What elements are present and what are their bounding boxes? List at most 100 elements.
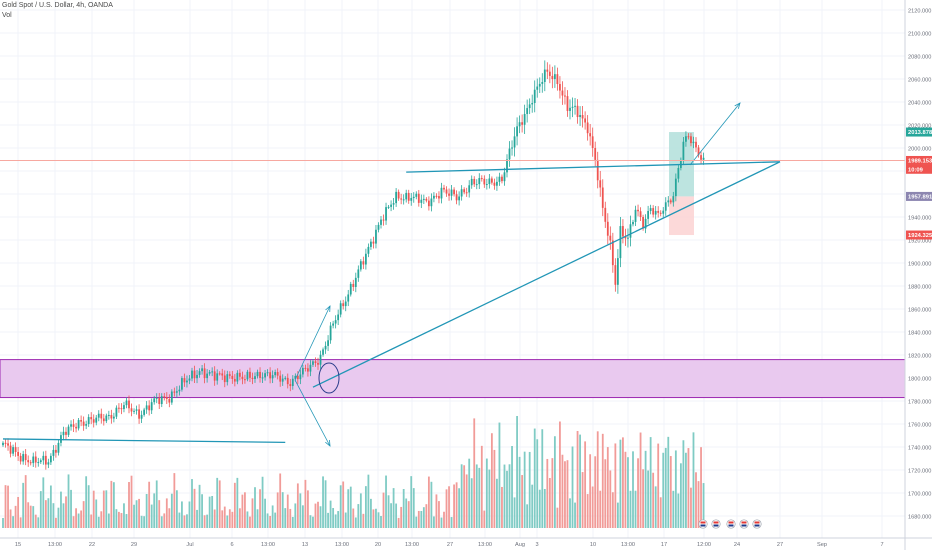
- volume-bar: [601, 433, 604, 528]
- candle-body: [100, 413, 103, 419]
- time-tick-label: 13: [302, 542, 308, 548]
- candle-body: [407, 192, 410, 201]
- candle-body: [359, 261, 362, 270]
- volume-bar: [440, 517, 443, 528]
- candle-body: [173, 391, 176, 393]
- candle-body: [165, 397, 168, 399]
- time-tick-label: Jul: [186, 542, 193, 548]
- drawings[interactable]: [2, 102, 781, 447]
- candle-body: [599, 180, 602, 188]
- volume-bar: [125, 514, 128, 528]
- candle-body: [584, 118, 587, 123]
- volume-bar: [140, 515, 143, 528]
- candle-body: [493, 182, 496, 186]
- volume-bar: [584, 441, 587, 528]
- candle-body: [463, 189, 466, 193]
- volume-bar: [319, 506, 322, 528]
- volume-bar: [324, 480, 327, 528]
- volume-bar: [312, 516, 314, 528]
- candle-body: [27, 460, 30, 463]
- volume-bar: [332, 508, 335, 528]
- volume-bar: [480, 445, 483, 528]
- candle-body: [32, 456, 35, 464]
- volume-bar: [92, 490, 95, 528]
- volume-bar: [47, 498, 50, 528]
- candle-body: [571, 106, 574, 108]
- candle-body: [249, 371, 251, 378]
- candle-body: [211, 371, 214, 373]
- volume-bar: [148, 481, 151, 528]
- volume-bar: [226, 515, 229, 528]
- volume-bar: [145, 493, 148, 528]
- candle-body: [208, 372, 211, 374]
- price-tick-label: 1740.000: [908, 446, 931, 452]
- candle-body: [433, 195, 435, 199]
- candle-body: [624, 236, 627, 239]
- volume-bar: [417, 510, 420, 528]
- volume-bar: [291, 516, 294, 528]
- volume-bar: [32, 506, 35, 528]
- volume-bar: [685, 452, 687, 528]
- economic-events[interactable]: [698, 519, 762, 529]
- candle-body: [385, 207, 387, 221]
- candle-body: [105, 415, 108, 422]
- candle-body: [702, 157, 705, 160]
- volume-bar: [34, 514, 37, 528]
- volume-bar: [301, 505, 304, 528]
- candle-body: [163, 396, 166, 398]
- volume-bar: [85, 476, 88, 528]
- volume-bar: [609, 470, 612, 528]
- volume-bar: [488, 469, 491, 528]
- price-tick-label: 1920.000: [908, 239, 931, 245]
- candle-body: [168, 398, 171, 403]
- long-position-tool[interactable]: [669, 132, 694, 236]
- candle-body: [639, 211, 642, 218]
- candle-body: [337, 314, 340, 321]
- us-flag-event-icon: [739, 519, 749, 529]
- volume-bar: [470, 478, 473, 528]
- time-tick-label: Aug: [515, 542, 525, 548]
- candle-body: [186, 380, 188, 383]
- volume-bar: [203, 515, 206, 528]
- time-tick-label: 7: [880, 542, 883, 548]
- volume-bar: [458, 488, 461, 528]
- candle-body: [301, 367, 304, 375]
- volume-bar: [329, 500, 332, 528]
- volume-bar: [153, 493, 156, 528]
- time-tick-label: 13:00: [261, 542, 275, 548]
- price-axis[interactable]: 2120.000 2100.000 2080.000 2060.000 2040.000…: [904, 0, 932, 550]
- candle-body: [677, 167, 680, 179]
- price-tick-label: 1880.000: [908, 285, 931, 291]
- volume-bar: [4, 485, 7, 528]
- candle-body: [405, 192, 408, 200]
- candle-body: [52, 449, 55, 456]
- volume-bar: [60, 491, 62, 528]
- candle-body: [553, 74, 556, 80]
- candle-body: [62, 431, 65, 436]
- price-tick-label: 1800.000: [908, 377, 931, 383]
- volume-bar: [377, 512, 380, 528]
- volume-bar: [211, 495, 214, 528]
- time-axis[interactable]: 15 13:00 22 29 Jul 6 13:00 13 13:00 20 13:00 27 13:0…: [0, 537, 932, 548]
- candle-body: [364, 253, 367, 265]
- volume-bar: [158, 500, 161, 528]
- candle-body: [695, 141, 697, 148]
- volume-bar: [133, 504, 135, 528]
- volume-bar: [191, 479, 193, 528]
- candle-body: [238, 372, 241, 377]
- volume-bar: [123, 503, 125, 528]
- volume-bar: [624, 451, 627, 528]
- volume-bar: [622, 437, 624, 528]
- volume-bar: [455, 482, 458, 528]
- volume-bar: [594, 456, 597, 528]
- volume-bar: [385, 475, 387, 528]
- candle-body: [657, 210, 660, 213]
- candle-body: [226, 374, 229, 383]
- volume-bar: [611, 492, 614, 528]
- volume-bar: [649, 437, 652, 528]
- candle-body: [551, 75, 554, 80]
- price-badge: [906, 191, 932, 201]
- candle-body: [478, 178, 481, 185]
